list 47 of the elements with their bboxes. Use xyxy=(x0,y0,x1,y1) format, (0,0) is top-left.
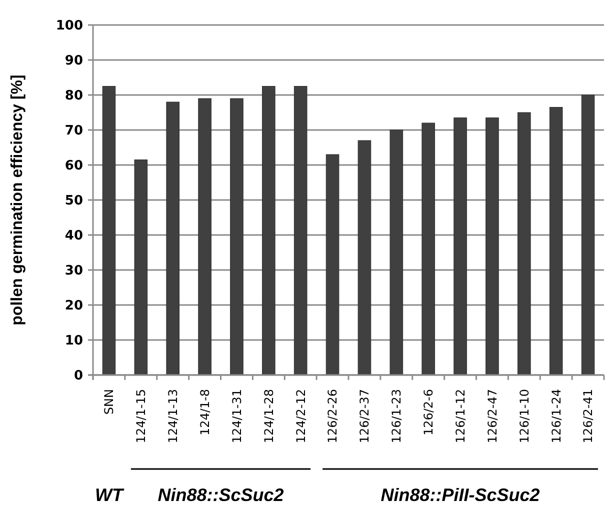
bar xyxy=(294,86,308,376)
x-tick-label: 124/1-8 xyxy=(198,389,212,436)
y-tick-label: 0 xyxy=(74,368,83,384)
bar xyxy=(518,112,531,376)
bar xyxy=(230,98,244,376)
x-tick-label: 126/2-26 xyxy=(326,389,340,444)
x-tick-label: 126/2-6 xyxy=(422,389,436,436)
bar xyxy=(581,94,595,376)
x-tick-label: SNN xyxy=(102,389,116,415)
x-tick-label: 126/2-37 xyxy=(358,389,372,444)
bar xyxy=(390,130,404,376)
x-tick-label: 126/1-23 xyxy=(390,389,404,444)
y-tick-label: 80 xyxy=(64,88,83,104)
x-tick-label: 126/2-47 xyxy=(485,389,500,444)
y-tick-label: 40 xyxy=(64,228,83,244)
x-tick-label: 124/2-12 xyxy=(294,389,308,444)
text: Nin88::PiII-ScSuc2 xyxy=(380,485,540,505)
y-tick-label: 70 xyxy=(64,124,83,139)
x-tick-label: 124/1-15 xyxy=(134,389,148,444)
bar xyxy=(198,98,212,376)
x-tick-label: 126/1-12 xyxy=(453,389,468,444)
y-tick-label: 100 xyxy=(56,18,83,34)
y-tick-label: 90 xyxy=(64,54,83,69)
bar xyxy=(422,122,435,376)
y-tick-label: 10 xyxy=(64,334,83,349)
bar xyxy=(454,118,467,376)
x-tick-label: 124/1-28 xyxy=(262,389,276,444)
text: Nin88::ScSuc2 xyxy=(158,485,284,505)
y-tick-label: 60 xyxy=(64,158,83,174)
y-tick-label: 50 xyxy=(64,194,83,209)
x-tick-label: 124/1-13 xyxy=(166,389,180,444)
bar xyxy=(486,118,499,376)
bar xyxy=(358,140,372,376)
bar xyxy=(166,102,180,376)
x-tick-label: 126/1-24 xyxy=(549,389,564,444)
y-tick-label: 30 xyxy=(64,264,83,279)
text: WT xyxy=(94,485,125,505)
bar xyxy=(326,154,340,376)
bar xyxy=(102,86,116,376)
x-tick-label: 126/2-41 xyxy=(581,389,596,444)
y-axis-title: pollen germination efficiency [%] xyxy=(9,74,26,326)
bar xyxy=(549,107,563,376)
bar xyxy=(262,86,276,376)
bar xyxy=(134,160,148,376)
y-tick-label: 20 xyxy=(64,298,83,314)
x-tick-label: 124/1-31 xyxy=(230,389,244,444)
x-tick-label: 126/1-10 xyxy=(517,389,532,444)
